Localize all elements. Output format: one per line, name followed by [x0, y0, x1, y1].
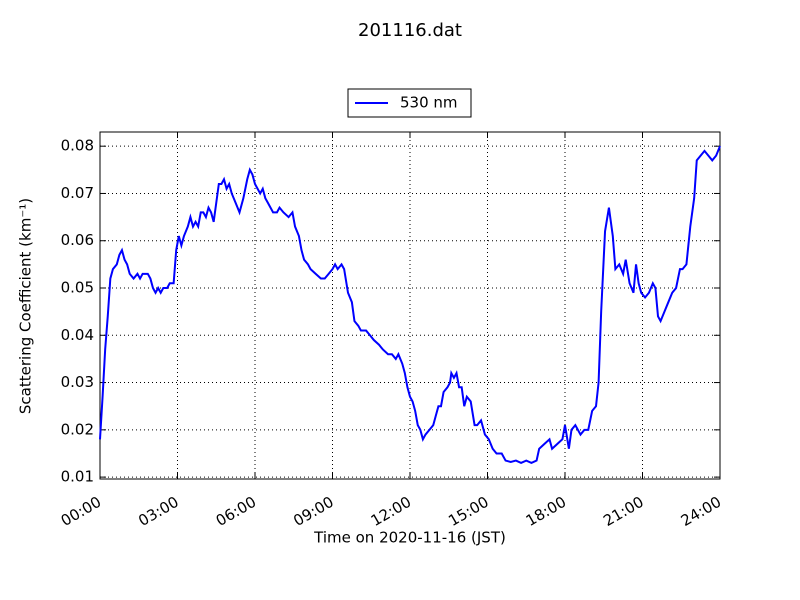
y-axis-label: Scattering Coefficient (km⁻¹) [17, 198, 35, 414]
y-tick-label: 0.04 [61, 326, 94, 344]
chart-title: 201116.dat [358, 20, 462, 41]
y-tick-label: 0.08 [61, 137, 94, 155]
y-tick-label: 0.05 [61, 279, 94, 297]
y-tick-label: 0.01 [61, 468, 94, 486]
data-line [99, 145, 721, 465]
y-tick-label: 0.02 [61, 420, 94, 438]
y-tick-label: 0.06 [61, 231, 94, 249]
x-axis-label: Time on 2020-11-16 (JST) [313, 529, 506, 547]
y-tick-label: 0.03 [61, 373, 94, 391]
legend-label: 530 nm [400, 94, 458, 112]
y-tick-label: 0.07 [61, 184, 94, 202]
plot-frame [99, 131, 721, 480]
